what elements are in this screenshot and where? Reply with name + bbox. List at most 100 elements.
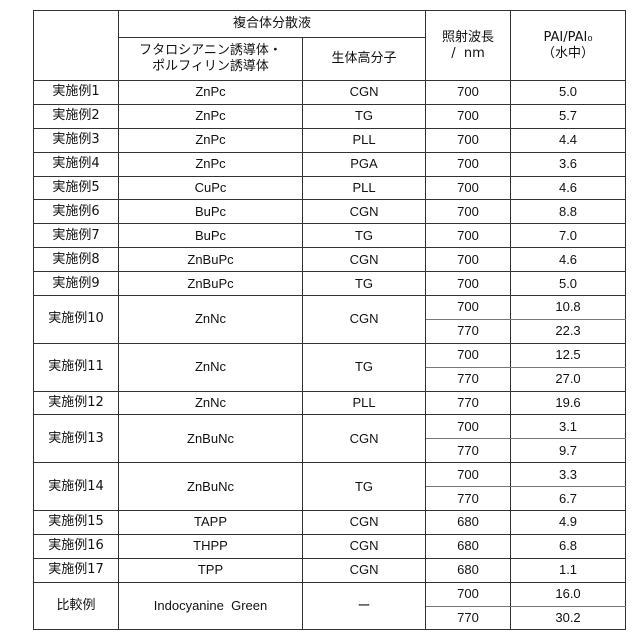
row-label: 実施例17: [34, 558, 119, 582]
wavelength-cell: 680: [426, 511, 511, 535]
wavelength-cell: 700: [426, 81, 511, 105]
header-polymer: 生体高分子: [303, 38, 426, 81]
polymer-cell: TG: [303, 343, 426, 391]
pai-cell: 4.6: [511, 248, 626, 272]
pai-cell: 6.8: [511, 534, 626, 558]
wavelength-cell: 700: [426, 152, 511, 176]
wavelength-cell: 700: [426, 343, 511, 367]
table-row: 実施例13ZnBuNcCGN7003.1: [34, 415, 626, 439]
pai-cell: 3.6: [511, 152, 626, 176]
polymer-cell: PLL: [303, 176, 426, 200]
table-row: 実施例15TAPPCGN6804.9: [34, 511, 626, 535]
table-row: 実施例11ZnNcTG70012.5: [34, 343, 626, 367]
header-wavelength: 照射波長/ nm: [426, 11, 511, 81]
derivative-cell: ZnBuPc: [119, 248, 303, 272]
pai-cell: 3.3: [511, 463, 626, 487]
pai-cell: 19.6: [511, 391, 626, 415]
table-row: 実施例7BuPcTG7007.0: [34, 224, 626, 248]
polymer-cell: TG: [303, 104, 426, 128]
derivative-cell: ZnPc: [119, 128, 303, 152]
row-label: 実施例3: [34, 128, 119, 152]
table-row: 実施例5CuPcPLL7004.6: [34, 176, 626, 200]
pai-cell: 10.8: [511, 296, 626, 320]
pai-cell: 22.3: [511, 319, 626, 343]
table-row: 実施例10ZnNcCGN70010.8: [34, 296, 626, 320]
header-derivative: フタロシアニン誘導体・ポルフィリン誘導体: [119, 38, 303, 81]
polymer-cell: PGA: [303, 152, 426, 176]
row-label: 実施例11: [34, 343, 119, 391]
pai-cell: 4.4: [511, 128, 626, 152]
derivative-cell: THPP: [119, 534, 303, 558]
row-label: 実施例4: [34, 152, 119, 176]
table-body: 実施例1ZnPcCGN7005.0実施例2ZnPcTG7005.7実施例3ZnP…: [34, 81, 626, 630]
pai-cell: 12.5: [511, 343, 626, 367]
table-row: 実施例6BuPcCGN7008.8: [34, 200, 626, 224]
wavelength-cell: 700: [426, 296, 511, 320]
polymer-cell: ー: [303, 582, 426, 630]
derivative-cell: ZnNc: [119, 391, 303, 415]
polymer-cell: CGN: [303, 558, 426, 582]
derivative-cell: ZnNc: [119, 343, 303, 391]
derivative-cell: TPP: [119, 558, 303, 582]
derivative-cell: CuPc: [119, 176, 303, 200]
pai-cell: 16.0: [511, 582, 626, 606]
row-label: 実施例14: [34, 463, 119, 511]
pai-cell: 30.2: [511, 606, 626, 630]
wavelength-cell: 680: [426, 534, 511, 558]
row-label: 実施例15: [34, 511, 119, 535]
wavelength-cell: 700: [426, 104, 511, 128]
wavelength-cell: 770: [426, 367, 511, 391]
wavelength-cell: 700: [426, 176, 511, 200]
table-row: 実施例16THPPCGN6806.8: [34, 534, 626, 558]
wavelength-cell: 700: [426, 272, 511, 296]
wavelength-cell: 770: [426, 439, 511, 463]
row-label: 実施例13: [34, 415, 119, 463]
polymer-cell: TG: [303, 463, 426, 511]
wavelength-cell: 700: [426, 128, 511, 152]
pai-cell: 3.1: [511, 415, 626, 439]
pai-cell: 9.7: [511, 439, 626, 463]
derivative-cell: ZnPc: [119, 81, 303, 105]
row-label: 実施例6: [34, 200, 119, 224]
row-label: 実施例8: [34, 248, 119, 272]
wavelength-cell: 680: [426, 558, 511, 582]
derivative-cell: ZnPc: [119, 152, 303, 176]
derivative-cell: BuPc: [119, 224, 303, 248]
wavelength-cell: 770: [426, 606, 511, 630]
pai-cell: 4.9: [511, 511, 626, 535]
wavelength-cell: 770: [426, 391, 511, 415]
header-composite-dispersion: 複合体分散液: [119, 11, 426, 38]
table-row: 実施例2ZnPcTG7005.7: [34, 104, 626, 128]
polymer-cell: PLL: [303, 128, 426, 152]
pai-cell: 5.7: [511, 104, 626, 128]
derivative-cell: ZnBuPc: [119, 272, 303, 296]
row-label: 実施例10: [34, 296, 119, 344]
wavelength-cell: 700: [426, 248, 511, 272]
derivative-cell: ZnBuNc: [119, 415, 303, 463]
table-row: 実施例9ZnBuPcTG7005.0: [34, 272, 626, 296]
derivative-cell: ZnNc: [119, 296, 303, 344]
derivative-cell: TAPP: [119, 511, 303, 535]
pai-cell: 5.0: [511, 272, 626, 296]
wavelength-cell: 700: [426, 463, 511, 487]
table-row: 実施例17TPPCGN6801.1: [34, 558, 626, 582]
derivative-cell: ZnPc: [119, 104, 303, 128]
row-label: 実施例1: [34, 81, 119, 105]
pai-cell: 8.8: [511, 200, 626, 224]
pai-cell: 4.6: [511, 176, 626, 200]
pai-cell: 7.0: [511, 224, 626, 248]
table-row: 実施例4ZnPcPGA7003.6: [34, 152, 626, 176]
row-label: 実施例9: [34, 272, 119, 296]
polymer-cell: TG: [303, 272, 426, 296]
wavelength-cell: 770: [426, 487, 511, 511]
pai-cell: 5.0: [511, 81, 626, 105]
header-pai: PAI/PAI₀（水中）: [511, 11, 626, 81]
row-label: 実施例7: [34, 224, 119, 248]
row-label: 実施例5: [34, 176, 119, 200]
polymer-cell: CGN: [303, 81, 426, 105]
pai-cell: 27.0: [511, 367, 626, 391]
table-row: 実施例12ZnNcPLL77019.6: [34, 391, 626, 415]
pai-cell: 1.1: [511, 558, 626, 582]
row-label: 実施例2: [34, 104, 119, 128]
polymer-cell: CGN: [303, 296, 426, 344]
